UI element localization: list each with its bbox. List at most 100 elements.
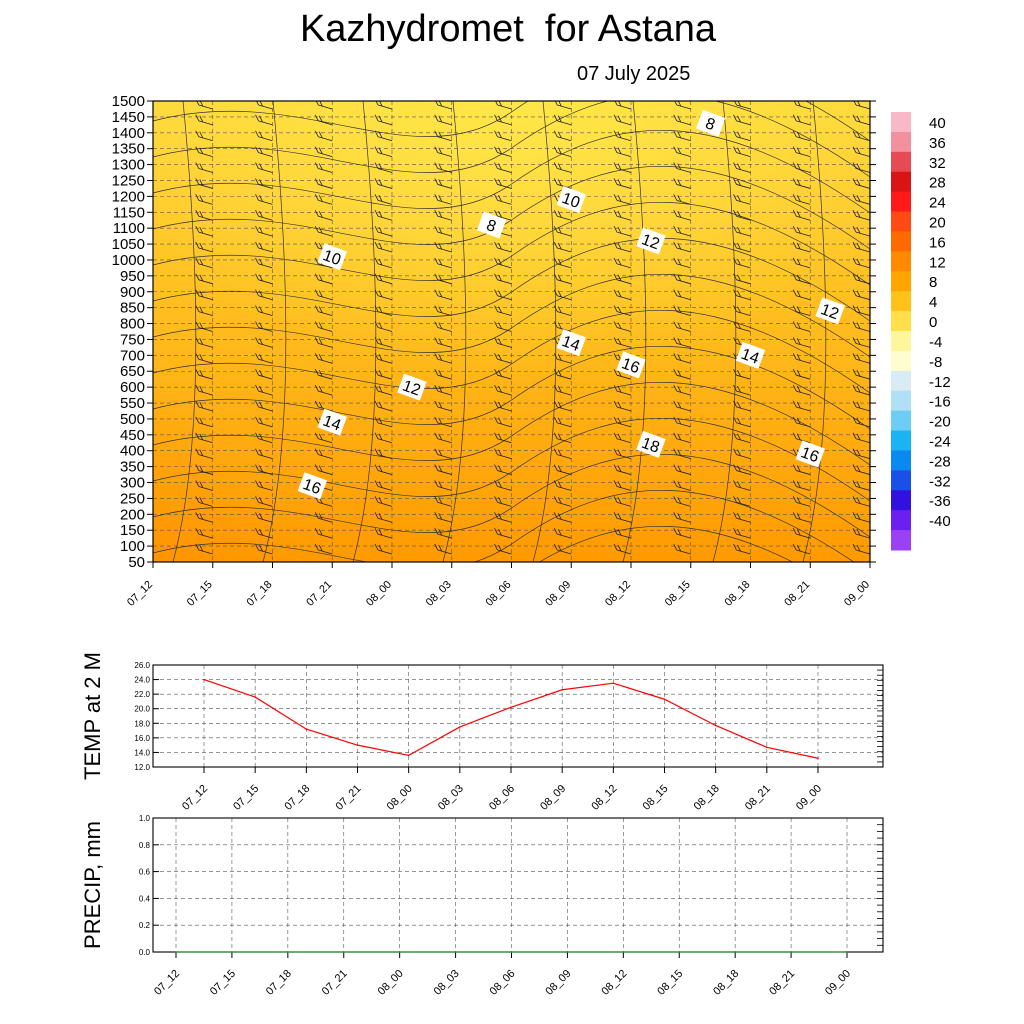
temp-x-tick-label: 07_15: [231, 783, 261, 813]
colorbar-tick-label: -36: [929, 493, 951, 510]
wind-barb: [255, 289, 273, 301]
colorbar-segment: [891, 430, 911, 451]
contour-line: [262, 101, 287, 562]
precip-data-point: [454, 951, 457, 953]
wind-barb: [613, 241, 632, 253]
wind-barb: [673, 512, 691, 523]
wind-barb: [852, 225, 870, 237]
contour-line: [802, 101, 827, 562]
wind-barb: [255, 321, 273, 332]
precip-data-point: [510, 951, 513, 953]
temp-x-tick-label: 09_00: [794, 783, 824, 813]
colorbar-tick-label: 8: [929, 274, 937, 291]
wind-barb: [852, 353, 870, 364]
wind-barb: [494, 162, 512, 173]
wind-barb: [553, 416, 572, 428]
contour-line: [153, 453, 870, 538]
wind-barb: [434, 114, 452, 126]
wind-barb: [733, 305, 751, 316]
wind-barb: [195, 400, 213, 412]
wind-barb: [792, 512, 811, 523]
wind-barb: [255, 114, 273, 126]
wind-barb: [792, 194, 811, 205]
wind-barb: [255, 130, 273, 142]
temp-y-tick-label: 18.0: [134, 719, 150, 728]
wind-barb: [553, 543, 572, 555]
contour-line: [153, 381, 870, 466]
wind-barb: [494, 543, 512, 555]
y-tick-label: 1100: [113, 220, 145, 237]
wind-barb: [733, 432, 751, 444]
wind-barb: [673, 305, 691, 316]
temp-data-point: [612, 682, 615, 685]
contour-line: [442, 101, 467, 562]
wind-barb: [613, 162, 632, 173]
x-tick-label: 08_12: [603, 579, 633, 609]
wind-barb: [494, 416, 512, 428]
wind-barb: [733, 527, 751, 539]
precip-data-point: [566, 951, 569, 953]
y-tick-label: 450: [120, 427, 145, 444]
wind-barb: [733, 384, 751, 396]
colorbar-segment: [891, 510, 911, 531]
wind-barb: [613, 543, 632, 555]
wind-barb: [673, 337, 691, 348]
wind-barb: [792, 496, 811, 507]
wind-barb: [733, 448, 751, 460]
y-tick-label: 900: [120, 284, 145, 301]
wind-barb: [255, 480, 273, 491]
colorbar-segment: [891, 350, 911, 372]
wind-barb: [852, 273, 870, 285]
wind-barb: [733, 480, 751, 491]
wind-barb: [792, 384, 811, 396]
wind-barb: [613, 369, 632, 380]
wind-barb: [255, 178, 273, 189]
temp-data-point: [356, 744, 359, 746]
y-tick-label: 1150: [113, 204, 145, 221]
contour-line: [153, 101, 870, 142]
wind-barb: [434, 194, 452, 205]
wind-barb: [852, 496, 870, 507]
colorbar-segment: [891, 470, 911, 491]
wind-barb: [553, 257, 572, 269]
wind-barb: [434, 146, 452, 158]
wind-barb: [734, 101, 751, 110]
wind-barb: [733, 210, 751, 221]
wind-barb: [733, 225, 751, 237]
colorbar-segment: [891, 231, 911, 252]
contour-label-box: [735, 341, 766, 369]
precip-x-tick-label: 08_12: [599, 968, 629, 998]
wind-barb: [733, 114, 751, 126]
colorbar-tick-label: 24: [929, 195, 946, 212]
wind-barb: [374, 496, 393, 507]
temp-data-point: [459, 726, 461, 728]
colorbar-segment: [891, 171, 911, 193]
wind-barb: [494, 369, 512, 380]
temp-data-point: [766, 746, 768, 749]
colorbar-tick-label: -28: [929, 453, 951, 470]
wind-barb: [852, 114, 870, 126]
wind-barb: [255, 146, 273, 158]
precip-data-point: [790, 951, 792, 953]
wind-barb: [852, 146, 870, 158]
wind-barb: [852, 448, 870, 460]
wind-barb: [852, 241, 870, 253]
wind-barb: [195, 210, 213, 221]
contour-label: 16: [795, 440, 825, 468]
y-tick-label: 850: [120, 300, 145, 317]
precip-x-tick-label: 08_09: [543, 968, 573, 998]
wind-barb: [673, 257, 691, 269]
wind-barb: [673, 146, 691, 158]
wind-barb: [852, 543, 870, 555]
wind-barb: [374, 384, 393, 396]
precip-y-tick-label: 0.2: [139, 921, 151, 930]
colorbar-tick-label: 32: [929, 155, 946, 172]
colorbar-tick-label: 28: [929, 175, 946, 192]
chart-title: Kazhydromet for Astana: [299, 8, 717, 50]
colorbar-segment: [891, 211, 911, 232]
wind-barb: [434, 480, 452, 491]
y-tick-label: 300: [120, 475, 145, 492]
precip-y-tick-label: 0.0: [139, 948, 151, 957]
wind-barb: [255, 512, 273, 523]
contour-label-box: [636, 430, 666, 458]
